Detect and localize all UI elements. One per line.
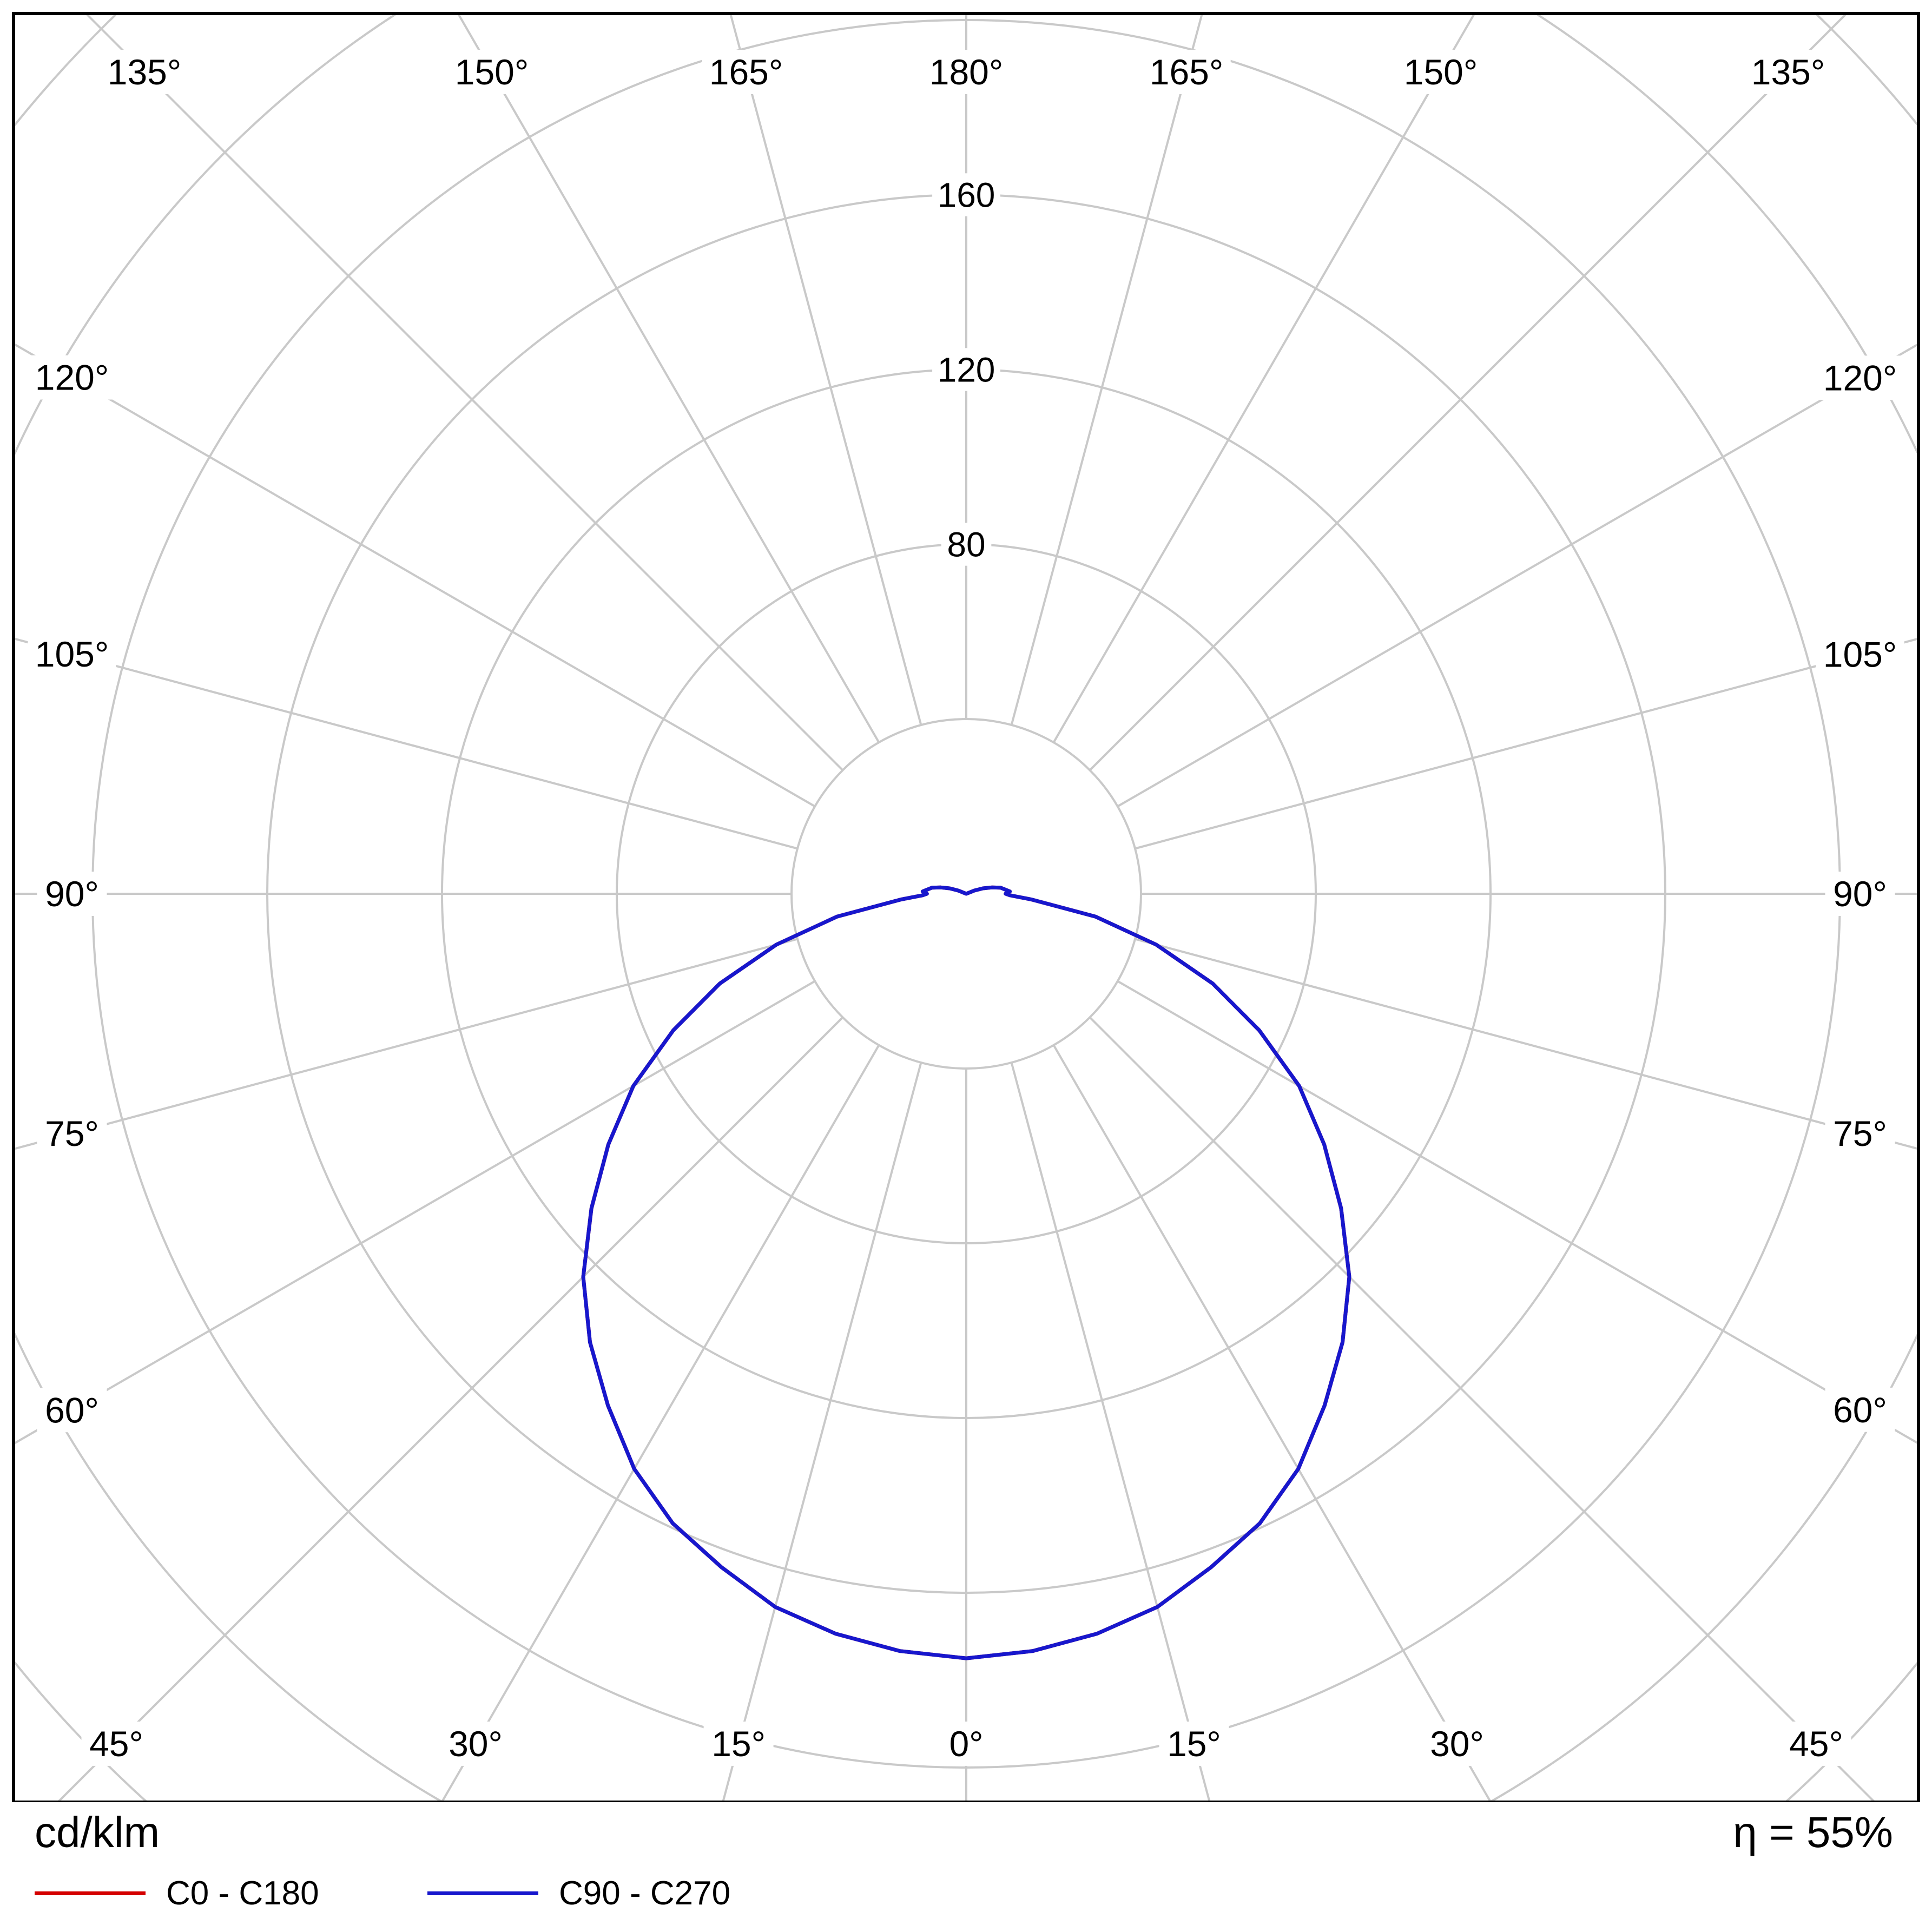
angle-label-bg xyxy=(1159,1722,1229,1766)
angle-label: 0° xyxy=(949,1724,983,1764)
angle-label: 105° xyxy=(1823,634,1897,674)
angle-label: 60° xyxy=(45,1390,99,1430)
grid-spoke xyxy=(86,15,844,772)
angle-label-bg xyxy=(1781,1722,1851,1766)
grid-spoke xyxy=(1010,1062,1211,1801)
angle-label: 45° xyxy=(89,1724,143,1764)
legend-label-c0-c180: C0 - C180 xyxy=(166,1874,319,1912)
radius-label: 80 xyxy=(947,525,985,564)
angle-label-bg xyxy=(1825,872,1895,916)
angle-label: 135° xyxy=(108,52,182,92)
angle-label-bg xyxy=(922,50,1011,94)
grid-spoke xyxy=(1052,1044,1491,1801)
grid-spoke xyxy=(1089,1016,1875,1801)
angle-label: 15° xyxy=(711,1724,766,1764)
legend-line-c0-c180 xyxy=(35,1891,146,1895)
radius-label-bg xyxy=(932,173,1000,216)
angle-label: 45° xyxy=(1789,1724,1843,1764)
legend-label-c90-c270: C90 - C270 xyxy=(559,1874,731,1912)
grid-spoke xyxy=(15,980,816,1445)
grid-spoke xyxy=(722,1062,922,1801)
angle-label-bg xyxy=(100,50,189,94)
angle-label: 90° xyxy=(1833,874,1887,914)
angle-label-bg xyxy=(37,1388,107,1433)
grid-spoke xyxy=(1117,980,1917,1444)
angle-label: 105° xyxy=(35,634,109,674)
efficiency-label: η = 55% xyxy=(1733,1808,1893,1856)
grid-spoke xyxy=(1135,638,1917,850)
angle-label: 165° xyxy=(709,52,783,92)
angle-label-bg xyxy=(1422,1722,1492,1766)
angle-label: 75° xyxy=(45,1113,99,1153)
radius-label: 160 xyxy=(938,175,995,214)
angle-label-bg xyxy=(37,872,107,916)
angle-label-bg xyxy=(1744,50,1832,94)
grid-spoke xyxy=(15,637,798,850)
legend-line-c90-c270 xyxy=(427,1891,538,1895)
angle-label-bg xyxy=(703,1722,774,1766)
angle-label-bg xyxy=(440,1722,511,1766)
curve-c90-c270 xyxy=(581,885,1351,1660)
angle-label: 30° xyxy=(449,1724,503,1764)
radius-label-bg xyxy=(941,523,992,566)
angle-label-bg xyxy=(1816,632,1904,677)
grid-spoke xyxy=(15,343,816,808)
grid-spoke xyxy=(58,1016,844,1801)
angle-label: 30° xyxy=(1430,1724,1484,1764)
angle-label-bg xyxy=(1825,1111,1895,1156)
angle-label-bg xyxy=(37,1111,107,1156)
grid-spoke xyxy=(15,938,798,1150)
grid-spoke xyxy=(1089,15,1847,772)
radius-label-bg xyxy=(932,348,1000,391)
legend-item-c90-c270: C90 - C270 xyxy=(427,1871,730,1915)
legend-item-c0-c180: C0 - C180 xyxy=(35,1871,319,1915)
grid-spoke xyxy=(441,1044,880,1801)
angle-label-bg xyxy=(447,50,536,94)
angle-label: 120° xyxy=(1823,358,1897,398)
angle-label-bg xyxy=(1816,355,1904,400)
angle-label: 60° xyxy=(1833,1390,1887,1430)
angle-label-bg xyxy=(1825,1387,1895,1432)
chart-footer: cd/klm η = 55% C0 - C180 C90 - C270 xyxy=(0,1802,1932,1932)
angle-label-bg xyxy=(702,50,790,94)
angle-label: 75° xyxy=(1833,1113,1887,1153)
angle-label: 150° xyxy=(455,52,529,92)
angle-label: 180° xyxy=(929,52,1004,92)
units-label: cd/klm xyxy=(35,1808,160,1856)
grid-spoke xyxy=(1117,344,1917,808)
angle-label: 120° xyxy=(35,358,109,398)
angle-label: 15° xyxy=(1167,1724,1221,1764)
radius-label: 120 xyxy=(938,350,995,389)
angle-label: 90° xyxy=(45,874,99,914)
grid-spoke xyxy=(458,15,880,743)
grid-spoke xyxy=(1010,15,1203,726)
angle-label-bg xyxy=(28,632,116,676)
angle-label-bg xyxy=(28,355,116,400)
angle-label-bg xyxy=(940,1722,992,1766)
grid-spoke xyxy=(729,15,922,726)
angle-label-bg xyxy=(81,1722,151,1766)
legend: C0 - C180 C90 - C270 xyxy=(35,1871,1896,1915)
angle-label-bg xyxy=(1142,50,1231,94)
angle-label: 165° xyxy=(1150,52,1224,92)
angle-label: 135° xyxy=(1751,52,1825,92)
angle-label: 150° xyxy=(1404,52,1478,92)
angle-label-bg xyxy=(1396,50,1485,94)
grid-spoke xyxy=(1135,938,1917,1150)
grid-spoke xyxy=(1052,15,1475,743)
